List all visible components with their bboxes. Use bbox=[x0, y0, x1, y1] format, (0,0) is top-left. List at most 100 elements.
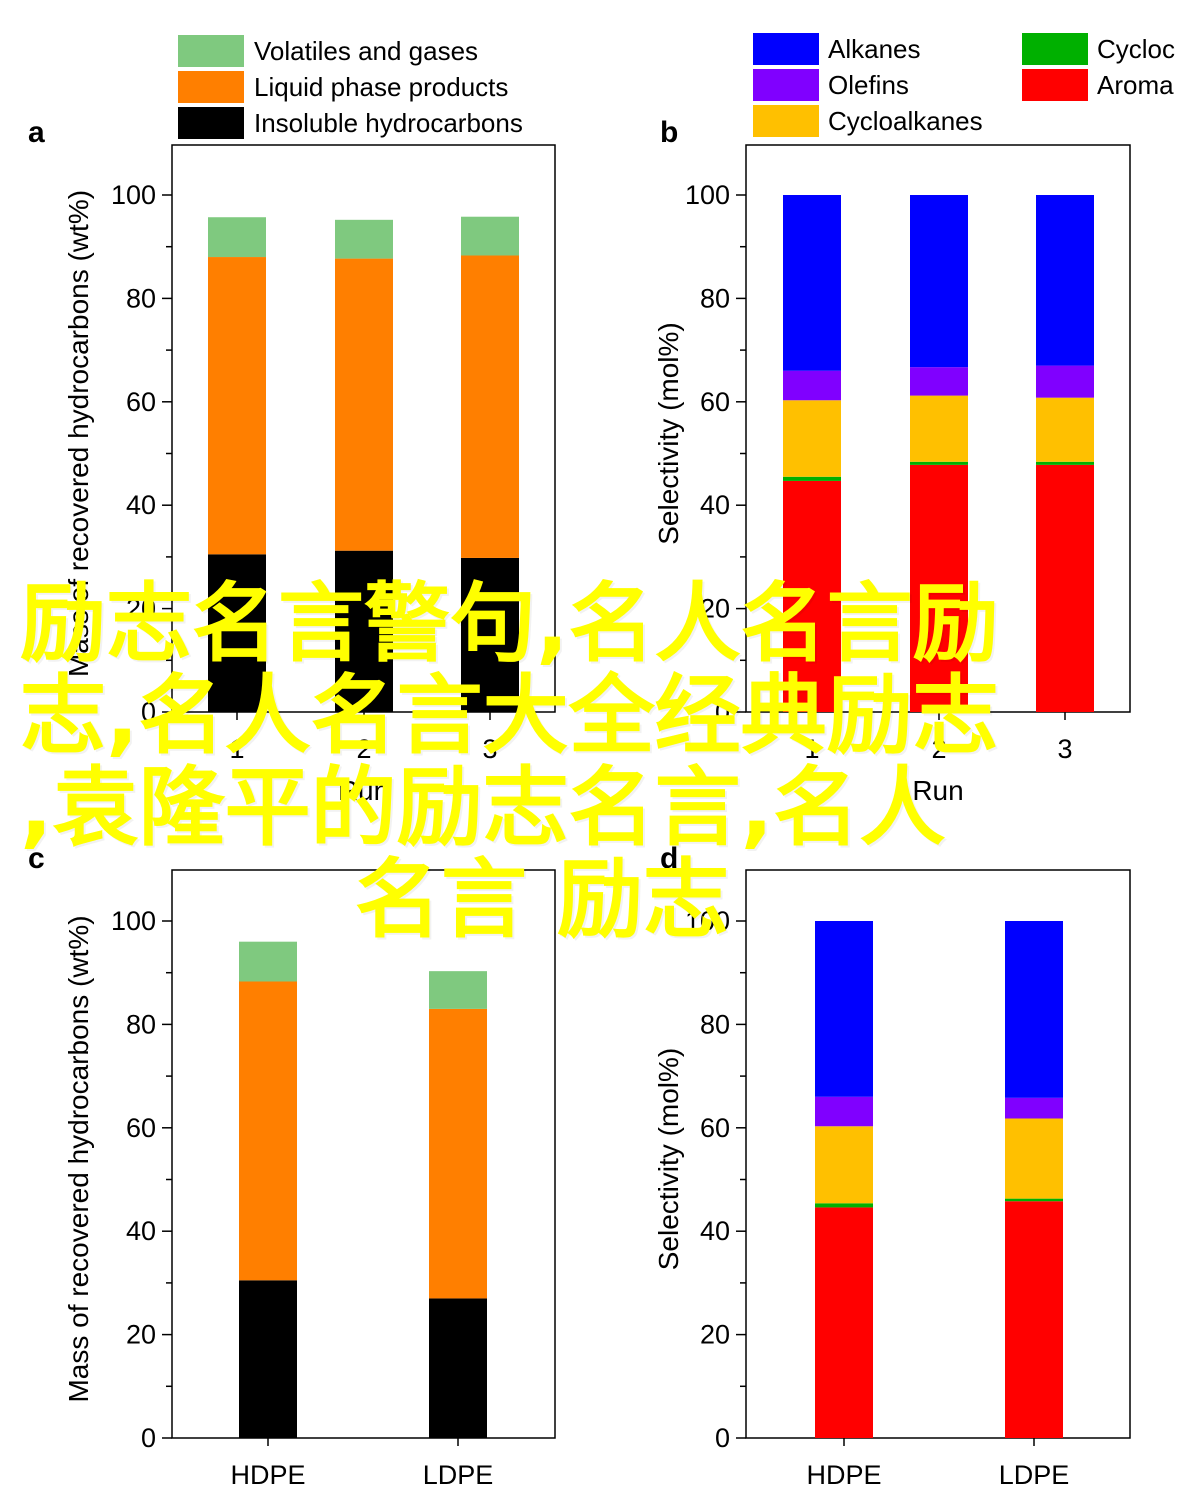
bar-segment bbox=[910, 367, 968, 396]
y-tick-label: 100 bbox=[111, 906, 156, 936]
legend-swatch bbox=[753, 33, 819, 65]
bar-segment bbox=[1005, 1118, 1063, 1199]
bar-segment bbox=[783, 480, 841, 712]
bar-segment bbox=[429, 1298, 487, 1438]
x-tick-label: HDPE bbox=[230, 1460, 305, 1490]
y-tick-label: 20 bbox=[700, 1320, 730, 1350]
y-axis-label: Selectivity (mol%) bbox=[653, 1048, 684, 1270]
y-tick-label: 0 bbox=[715, 1423, 730, 1453]
bar-segment bbox=[461, 557, 519, 712]
legend-label: Cycloc bbox=[1097, 34, 1175, 64]
y-tick-label: 0 bbox=[141, 697, 156, 727]
bar-segment bbox=[429, 971, 487, 1009]
bar-segment bbox=[1005, 1097, 1063, 1119]
panel-letter: b bbox=[660, 116, 678, 149]
bar-segment bbox=[1005, 921, 1063, 1098]
y-tick-label: 60 bbox=[700, 1113, 730, 1143]
bar-segment bbox=[1036, 464, 1094, 712]
x-tick-label: 3 bbox=[1057, 734, 1072, 764]
bar-segment bbox=[1005, 1201, 1063, 1438]
bar-segment bbox=[815, 1207, 873, 1438]
legend-label: Alkanes bbox=[828, 34, 921, 64]
bar-segment bbox=[1005, 1198, 1063, 1202]
bar-segment bbox=[208, 257, 266, 555]
panel-letter: a bbox=[28, 116, 45, 149]
bar-segment bbox=[910, 195, 968, 368]
legend-swatch bbox=[1022, 33, 1088, 65]
y-tick-label: 80 bbox=[700, 1009, 730, 1039]
chart-panel-a: 0 20 40 60 80 100 1 2 3 Run Mass of recovered hydr… bbox=[28, 35, 556, 806]
bar-segment bbox=[783, 370, 841, 401]
bar-segment bbox=[239, 981, 297, 1281]
bar-segment bbox=[239, 941, 297, 982]
bar-segment bbox=[429, 1008, 487, 1299]
chart-panel-c: 0 20 40 60 80 100 HDPE LDPE Mass of recovered hy… bbox=[28, 842, 556, 1490]
x-tick-label: LDPE bbox=[999, 1460, 1070, 1490]
chart-panel-b: 0 20 40 60 80 100 1 2 3 Run Selectivity (mol%) b Alk… bbox=[653, 33, 1175, 806]
legend-label: Volatiles and gases bbox=[254, 36, 478, 66]
y-tick-label: 40 bbox=[126, 1216, 156, 1246]
plot-frame bbox=[745, 869, 1131, 1439]
legend-swatch bbox=[753, 105, 819, 137]
legend-label: Cycloalkanes bbox=[828, 106, 983, 136]
y-tick-label: 20 bbox=[126, 594, 156, 624]
x-axis-label: Run bbox=[338, 775, 389, 806]
bar-segment bbox=[783, 400, 841, 477]
legend-swatch bbox=[753, 69, 819, 101]
y-tick-label: 0 bbox=[141, 1423, 156, 1453]
x-tick-label: 2 bbox=[931, 734, 946, 764]
bar-segment bbox=[1036, 397, 1094, 462]
y-tick-label: 100 bbox=[685, 906, 730, 936]
y-axis-label: Selectivity (mol%) bbox=[653, 322, 684, 544]
x-tick-label: HDPE bbox=[806, 1460, 881, 1490]
x-tick-label: LDPE bbox=[423, 1460, 494, 1490]
y-tick-label: 40 bbox=[700, 490, 730, 520]
panel-letter: d bbox=[660, 842, 678, 875]
bar-segment bbox=[461, 255, 519, 558]
legend-label: Insoluble hydrocarbons bbox=[254, 108, 523, 138]
y-tick-label: 80 bbox=[126, 1009, 156, 1039]
legend-swatch bbox=[178, 35, 244, 67]
bar-segment bbox=[815, 921, 873, 1097]
legend-swatch bbox=[178, 107, 244, 139]
bar-segment bbox=[335, 258, 393, 551]
y-tick-label: 40 bbox=[126, 490, 156, 520]
bar-segment bbox=[783, 195, 841, 371]
legend-label: Liquid phase products bbox=[254, 72, 508, 102]
bar-segment bbox=[910, 395, 968, 462]
bar-segment bbox=[783, 476, 841, 481]
bar-segment bbox=[815, 1096, 873, 1127]
bar-segment bbox=[1036, 365, 1094, 398]
bar-segment bbox=[815, 1203, 873, 1208]
x-tick-label: 2 bbox=[356, 734, 371, 764]
x-tick-label: 3 bbox=[482, 734, 497, 764]
plot-frame bbox=[171, 869, 556, 1439]
x-axis-label: Run bbox=[912, 775, 963, 806]
chart-panel-d: 0 20 40 60 80 100 HDPE LDPE Selectivity (mol%) d bbox=[653, 842, 1131, 1490]
y-tick-label: 80 bbox=[126, 283, 156, 313]
y-tick-label: 60 bbox=[126, 1113, 156, 1143]
y-axis-label: Mass of recovered hydrocarbons (wt%) bbox=[63, 915, 94, 1402]
bar-segment bbox=[208, 554, 266, 712]
panel-letter: c bbox=[28, 842, 45, 875]
y-tick-label: 60 bbox=[126, 387, 156, 417]
y-axis-label: Mass of recovered hydrocarbons (wt%) bbox=[63, 190, 94, 677]
y-tick-label: 20 bbox=[126, 1320, 156, 1350]
bar-segment bbox=[1036, 195, 1094, 366]
bar-segment bbox=[1036, 461, 1094, 465]
bar-segment bbox=[335, 219, 393, 259]
bar-segment bbox=[208, 217, 266, 258]
y-tick-label: 40 bbox=[700, 1216, 730, 1246]
bar-segment bbox=[910, 464, 968, 712]
y-tick-label: 60 bbox=[700, 387, 730, 417]
bar-segment bbox=[335, 550, 393, 712]
legend-swatch bbox=[1022, 69, 1088, 101]
y-tick-label: 20 bbox=[700, 594, 730, 624]
y-tick-label: 100 bbox=[685, 180, 730, 210]
x-tick-label: 1 bbox=[229, 734, 244, 764]
y-tick-label: 100 bbox=[111, 180, 156, 210]
x-tick-label: 1 bbox=[804, 734, 819, 764]
bar-segment bbox=[815, 1126, 873, 1204]
legend: Alkanes Olefins Cycloalkanes Cycloc Aroma bbox=[753, 33, 1175, 137]
